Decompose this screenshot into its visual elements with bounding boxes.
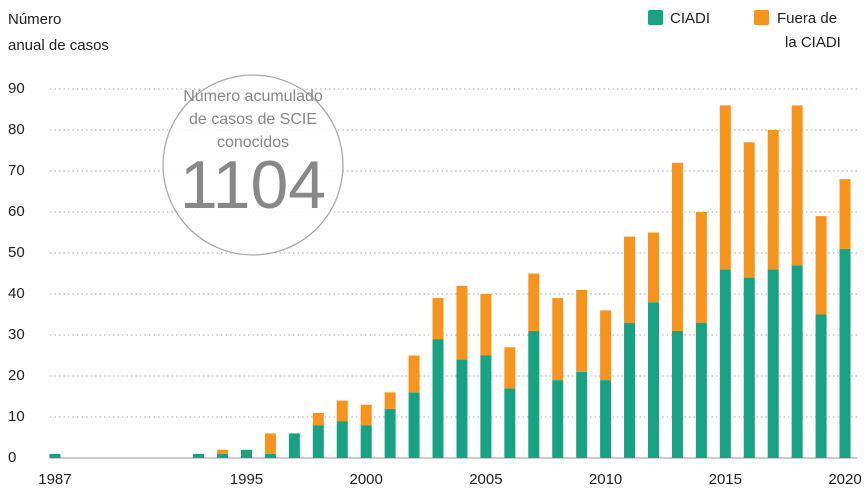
y-tick-label: 60: [8, 203, 25, 220]
bar-segment: [432, 298, 444, 340]
bar-segment: [671, 162, 683, 331]
bar-segment: [767, 269, 779, 458]
bar-segment: [193, 453, 205, 458]
y-tick-label: 20: [8, 367, 25, 384]
bar-segment: [504, 347, 516, 389]
x-tick-label: 1995: [230, 471, 263, 488]
bar-segment: [600, 310, 612, 381]
annotation-text: Número acumulado: [183, 88, 323, 105]
bar-segment: [408, 355, 420, 393]
bar-segment: [240, 449, 252, 458]
legend-label: la CIADI: [785, 34, 841, 51]
bar-segment: [767, 130, 779, 270]
bar-segment: [456, 359, 468, 458]
bar-segment: [791, 265, 803, 458]
y-axis-label: anual de casos: [8, 37, 109, 54]
bar-segment: [312, 412, 324, 426]
bar-segment: [504, 388, 516, 458]
legend-swatch: [754, 10, 769, 25]
bar-segment: [839, 248, 851, 458]
legend-label: CIADI: [670, 10, 710, 27]
bar-segment: [839, 179, 851, 249]
bar-segment: [312, 425, 324, 458]
annotation-text: conocidos: [217, 134, 289, 151]
y-axis-label: Número: [8, 11, 61, 28]
x-tick-label: 2020: [828, 471, 861, 488]
bar-segment: [576, 371, 588, 458]
y-tick-label: 50: [8, 244, 25, 261]
bar-segment: [815, 314, 827, 458]
bar-segment: [552, 380, 564, 458]
y-tick-label: 30: [8, 326, 25, 343]
bar-segment: [719, 105, 731, 270]
x-tick-label: 1987: [38, 471, 71, 488]
bar-segment: [647, 232, 659, 303]
x-tick-label: 2000: [350, 471, 383, 488]
bar-segment: [647, 302, 659, 458]
annotation-circle: [162, 74, 344, 256]
bar-segment: [360, 404, 372, 426]
x-tick-label: 2005: [469, 471, 502, 488]
bar-segment: [624, 236, 636, 323]
bar-segment: [528, 330, 540, 458]
bar-segment: [360, 425, 372, 458]
y-tick-label: 80: [8, 121, 25, 138]
legend-swatch: [648, 10, 663, 25]
y-tick-label: 90: [8, 80, 25, 97]
bar-segment: [384, 392, 396, 409]
bar-segment: [336, 400, 348, 422]
y-tick-label: 70: [8, 162, 25, 179]
x-tick-label: 2010: [589, 471, 622, 488]
bar-segment: [480, 355, 492, 458]
bar-segment: [336, 421, 348, 458]
annotation-value: 1104: [180, 147, 326, 223]
bar-segment: [456, 285, 468, 360]
bar-segment: [288, 433, 300, 458]
bar-segment: [552, 298, 564, 381]
bar-segment: [384, 408, 396, 458]
bar-segment: [408, 392, 420, 458]
y-tick-label: 40: [8, 285, 25, 302]
bar-segment: [671, 330, 683, 458]
bar-segment: [528, 273, 540, 331]
bar-segment: [600, 380, 612, 458]
bar-segment: [49, 453, 61, 458]
bar-segment: [217, 453, 229, 458]
bar-segment: [264, 433, 276, 454]
bar-segment: [695, 212, 707, 323]
bar-segment: [791, 105, 803, 266]
bar-segment: [480, 294, 492, 356]
bar-segment: [719, 269, 731, 458]
bar-segment: [432, 339, 444, 458]
bar-segment: [576, 289, 588, 372]
y-tick-label: 10: [8, 408, 25, 425]
annotation-text: de casos de SCIE: [189, 111, 317, 128]
bar-segment: [743, 142, 755, 278]
bar-segment: [695, 322, 707, 458]
bar-segment: [815, 216, 827, 315]
bar-segment: [264, 453, 276, 458]
bar-segment: [217, 449, 229, 454]
y-tick-label: 0: [8, 449, 16, 466]
bar-segment: [624, 322, 636, 458]
bar-segment: [743, 277, 755, 458]
x-tick-label: 2015: [709, 471, 742, 488]
legend-label: Fuera de: [777, 10, 837, 27]
